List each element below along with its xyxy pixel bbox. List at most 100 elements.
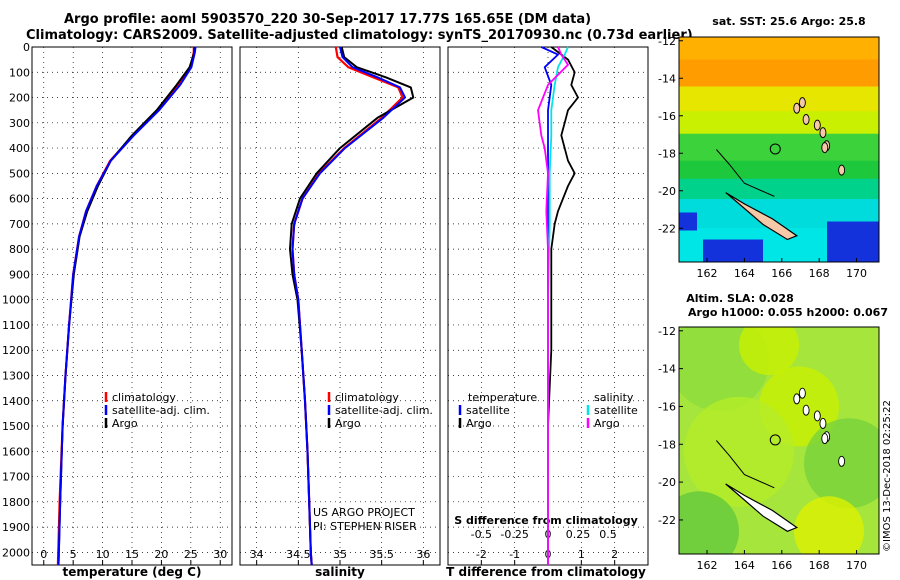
- map-y-tick-label: -20: [658, 476, 676, 489]
- sla-map-title-2: Argo h1000: 0.055 h2000: 0.067: [688, 306, 888, 319]
- sst-cold-patch: [703, 239, 763, 262]
- sst-cold-patch: [679, 212, 697, 231]
- vanuatu-island-shape: [819, 418, 827, 429]
- sla-blob: [804, 418, 879, 509]
- depth-tick-label: 400: [9, 142, 30, 155]
- depth-tick-label: 1600: [2, 445, 30, 458]
- depth-tick-label: 1500: [2, 420, 30, 433]
- title-line-1: Argo profile: aoml 5903570_220 30-Sep-20…: [64, 12, 592, 27]
- depth-tick-label: 200: [9, 92, 30, 105]
- depth-tick-label: 300: [9, 117, 30, 130]
- temperature-axis-label: temperature (deg C): [63, 565, 202, 579]
- sdiff-legend-label: satellite: [594, 404, 638, 417]
- temp-tick-label: 30: [213, 548, 227, 561]
- sal-tick-label: 36: [416, 548, 430, 561]
- vanuatu-island-shape: [793, 393, 801, 405]
- map-x-tick-label: 162: [697, 559, 718, 572]
- map-x-tick-label: 170: [846, 267, 867, 280]
- sdiff-tick-label: -0.5: [471, 528, 492, 541]
- depth-tick-label: 100: [9, 66, 30, 79]
- sst-map-field: [679, 37, 879, 262]
- reef-outline: [716, 149, 775, 197]
- sla-blob: [794, 496, 864, 554]
- sal-tick-label: 34: [250, 548, 264, 561]
- salinity-axis-label: salinity: [315, 565, 365, 579]
- map-x-tick-label: 168: [809, 267, 830, 280]
- title-line-2: Climatology: CARS2009. Satellite-adjuste…: [26, 28, 693, 43]
- sal-legend-label: climatology: [335, 391, 399, 404]
- tdiff-tick-label: 2: [611, 548, 618, 561]
- map-y-tick-label: -18: [658, 147, 676, 160]
- sst-cold-patch: [827, 221, 879, 262]
- temp-legend-label: climatology: [112, 391, 176, 404]
- map-y-tick-label: -18: [658, 438, 676, 451]
- sst-map-title: sat. SST: 25.6 Argo: 25.8: [712, 15, 865, 28]
- temp-tick-label: 20: [154, 548, 168, 561]
- map-y-tick-label: -16: [658, 400, 676, 413]
- tdiff-tick-label: -2: [476, 548, 487, 561]
- sal-legend-label: Argo: [335, 417, 361, 430]
- plot-frame-temperature-profile: [31, 46, 233, 566]
- map-x-tick-label: 168: [809, 559, 830, 572]
- sst-band: [679, 37, 879, 61]
- temp-tick-label: 10: [96, 548, 110, 561]
- tdiff-legend-title: temperature: [468, 391, 537, 404]
- depth-tick-label: 500: [9, 167, 30, 180]
- vanuatu-island-shape: [838, 455, 846, 467]
- series-line-satellite-adj-clim-: [57, 46, 197, 566]
- map-y-tick-label: -14: [658, 363, 676, 376]
- vanuatu-island-shape: [802, 404, 810, 416]
- depth-tick-label: 2000: [2, 546, 30, 559]
- tdiff-legend-label: satellite: [466, 404, 510, 417]
- map-y-tick-label: -22: [658, 222, 676, 235]
- sst-band: [679, 160, 879, 180]
- depth-tick-label: 700: [9, 218, 30, 231]
- series-line-satellite-adj-clim-: [291, 46, 406, 566]
- sst-band: [679, 86, 879, 113]
- new-caledonia-shape: [725, 192, 799, 241]
- sla-blob: [679, 491, 739, 554]
- depth-tick-label: 900: [9, 268, 30, 281]
- map-x-tick-label: 166: [771, 559, 792, 572]
- sdiff-tick-label: 0.5: [599, 528, 617, 541]
- sdiff-legend-label: Argo: [594, 417, 620, 430]
- s-diff-axis-label: S difference from climatology: [454, 514, 638, 527]
- tdiff-legend-label: Argo: [466, 417, 492, 430]
- vanuatu-island-shape: [838, 164, 846, 176]
- argo-position-marker: [769, 143, 781, 155]
- vanuatu-island-shape: [793, 102, 801, 114]
- map-x-tick-label: 164: [734, 559, 755, 572]
- vanuatu-island-shape: [798, 97, 806, 109]
- temp-tick-label: 5: [70, 548, 77, 561]
- map-y-tick-label: -14: [658, 72, 676, 85]
- sst-band: [679, 59, 879, 88]
- map-y-tick-label: -22: [658, 514, 676, 527]
- depth-tick-label: 600: [9, 193, 30, 206]
- argo-position-marker: [769, 434, 781, 446]
- tdiff-tick-label: -1: [509, 548, 520, 561]
- temp-tick-label: 15: [125, 548, 139, 561]
- depth-tick-label: 1900: [2, 521, 30, 534]
- map-x-tick-label: 166: [771, 267, 792, 280]
- map-y-tick-label: -16: [658, 110, 676, 123]
- sal-legend-label: satellite-adj. clim.: [335, 404, 433, 417]
- temp-tick-label: 0: [40, 548, 47, 561]
- map-y-tick-label: -12: [658, 35, 676, 48]
- temp-tick-label: 25: [184, 548, 198, 561]
- vanuatu-island-shape: [821, 142, 829, 154]
- sal-tick-label: 35: [333, 548, 347, 561]
- map-x-tick-label: 164: [734, 267, 755, 280]
- reef-outline: [716, 440, 775, 489]
- sla-blob: [739, 327, 799, 376]
- t-diff-axis-label: T difference from climatology: [446, 565, 646, 579]
- map-x-tick-label: 170: [846, 559, 867, 572]
- depth-tick-label: 800: [9, 243, 30, 256]
- imos-credit: ©IMOS 13-Dec-2018 02:25:22: [882, 400, 893, 552]
- depth-tick-label: 1400: [2, 395, 30, 408]
- depth-tick-label: 0: [23, 41, 30, 54]
- temp-legend-label: Argo: [112, 417, 138, 430]
- sla-blob: [684, 396, 794, 507]
- depth-tick-label: 1000: [2, 294, 30, 307]
- sla-map-field: [679, 327, 879, 554]
